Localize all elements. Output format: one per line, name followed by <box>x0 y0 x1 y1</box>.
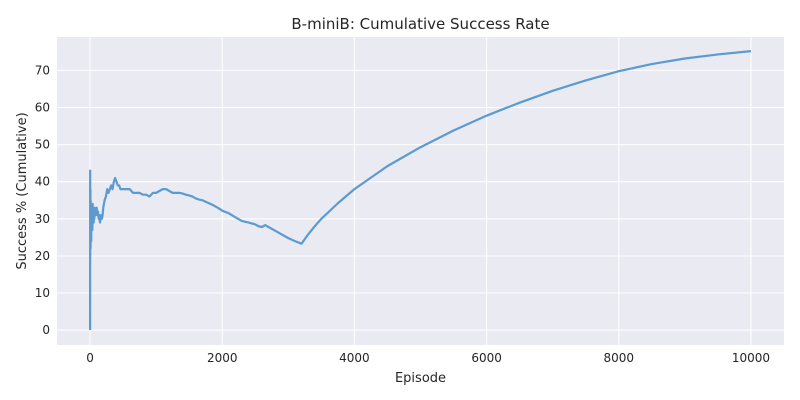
y-tick-label: 20 <box>35 249 50 263</box>
series-line <box>89 50 752 331</box>
y-tick-label: 50 <box>35 138 50 152</box>
y-tick-label: 60 <box>35 101 50 115</box>
y-tick-label: 30 <box>35 212 50 226</box>
y-tick-label: 70 <box>35 63 50 77</box>
series-line-layer <box>89 50 752 331</box>
x-tick-label: 0 <box>86 351 94 365</box>
y-tick-label: 0 <box>42 323 50 337</box>
x-axis-label: Episode <box>395 371 446 386</box>
y-axis-label: Success % (Cumulative) <box>15 112 30 269</box>
tick-labels: 0 2000 4000 6000 8000 10000 0 10 20 30 40 50 60 70 <box>35 63 770 365</box>
y-tick-label: 40 <box>35 175 50 189</box>
x-tick-label: 4000 <box>339 351 370 365</box>
plot-area <box>57 37 784 345</box>
chart-title: B-miniB: Cumulative Success Rate <box>291 15 549 33</box>
y-tick-label: 10 <box>35 286 50 300</box>
grid <box>57 37 784 345</box>
x-tick-label: 2000 <box>207 351 238 365</box>
x-tick-label: 10000 <box>732 351 770 365</box>
x-tick-label: 6000 <box>471 351 502 365</box>
x-tick-label: 8000 <box>603 351 634 365</box>
